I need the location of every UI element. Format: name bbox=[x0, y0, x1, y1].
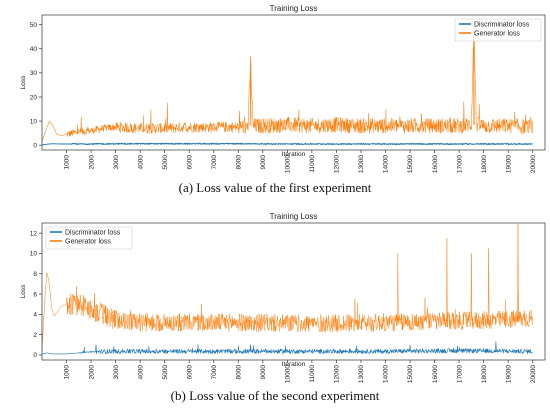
series-line-discriminator bbox=[42, 142, 533, 146]
x-tick-label: 17000 bbox=[456, 365, 463, 383]
legend-label: Generator loss bbox=[65, 239, 111, 246]
chart-a-caption: (a) Loss value of the first experiment bbox=[178, 180, 372, 195]
x-tick-label: 14000 bbox=[383, 365, 390, 383]
x-tick-label: 2000 bbox=[88, 155, 95, 170]
chart-title: Training Loss bbox=[270, 4, 318, 13]
x-tick-label: 10000 bbox=[285, 155, 292, 173]
x-tick-label: 1000 bbox=[64, 155, 71, 170]
y-tick-label: 10 bbox=[30, 118, 38, 125]
chart-panel-b: Training Loss 0 2 4 6 8 10 12 1000 2000 3000 4000 50… bbox=[0, 205, 550, 410]
x-tick-label: 11000 bbox=[309, 365, 316, 383]
x-tick-label: 13000 bbox=[358, 155, 365, 173]
x-tick-label: 19000 bbox=[505, 365, 512, 383]
x-tick-label: 5000 bbox=[162, 365, 169, 380]
x-tick-label: 4000 bbox=[137, 365, 144, 380]
plot-frame bbox=[41, 14, 546, 151]
x-tick-label: 5000 bbox=[162, 155, 169, 170]
legend-label: Generator loss bbox=[474, 31, 520, 38]
x-tick-label: 6000 bbox=[186, 365, 193, 380]
x-axis-label: Iteration bbox=[282, 361, 306, 368]
x-tick-label: 18000 bbox=[481, 365, 488, 383]
y-tick-label: 0 bbox=[33, 142, 37, 149]
x-tick-label: 1000 bbox=[64, 365, 71, 380]
x-tick-label: 8000 bbox=[235, 155, 242, 170]
x-tick-label: 14000 bbox=[383, 155, 390, 173]
x-tick-label: 17000 bbox=[456, 155, 463, 173]
x-tick-label: 13000 bbox=[358, 365, 365, 383]
y-tick-label: 12 bbox=[30, 230, 38, 237]
legend-label: Discriminator loss bbox=[474, 22, 530, 29]
x-axis-label: Iteration bbox=[282, 151, 306, 158]
y-axis-label: Loss bbox=[20, 284, 27, 298]
x-tick-label: 8000 bbox=[235, 365, 242, 380]
legend-label: Discriminator loss bbox=[65, 230, 121, 237]
x-tick-label: 12000 bbox=[334, 365, 341, 383]
y-tick-label: 4 bbox=[33, 312, 37, 319]
x-tick-label: 9000 bbox=[260, 155, 267, 170]
x-tick-label: 15000 bbox=[407, 365, 414, 383]
y-tick-label: 0 bbox=[33, 352, 37, 359]
y-tick-label: 20 bbox=[30, 94, 38, 101]
series-line-discriminator bbox=[42, 341, 533, 355]
chart-title: Training Loss bbox=[270, 212, 318, 221]
y-axis-label: Loss bbox=[20, 75, 27, 89]
x-tick-label: 6000 bbox=[186, 155, 193, 170]
x-tick-label: 15000 bbox=[407, 155, 414, 173]
x-tick-label: 16000 bbox=[432, 365, 439, 383]
y-tick-label: 30 bbox=[30, 70, 38, 77]
x-tick-label: 16000 bbox=[432, 155, 439, 173]
x-tick-label: 20000 bbox=[530, 155, 537, 173]
x-tick-label: 20000 bbox=[530, 365, 537, 383]
x-tick-label: 7000 bbox=[211, 155, 218, 170]
x-tick-label: 3000 bbox=[113, 365, 120, 380]
y-tick-label: 2 bbox=[33, 332, 37, 339]
legend: Discriminator loss Generator loss bbox=[45, 226, 133, 250]
x-tick-label: 4000 bbox=[137, 155, 144, 170]
chart-b-svg: Training Loss 0 2 4 6 8 10 12 1000 2000 3000 4000 50… bbox=[20, 212, 546, 383]
x-tick-label: 9000 bbox=[260, 365, 267, 380]
x-tick-label: 2000 bbox=[88, 365, 95, 380]
y-tick-label: 6 bbox=[33, 291, 37, 298]
legend-box bbox=[45, 226, 133, 250]
y-tick-label: 8 bbox=[33, 271, 37, 278]
x-tick-label: 19000 bbox=[505, 155, 512, 173]
plot-frame bbox=[41, 222, 546, 361]
y-tick-label: 10 bbox=[30, 251, 38, 258]
legend: Discriminator loss Generator loss bbox=[454, 18, 542, 42]
series-line-generator bbox=[42, 223, 533, 352]
y-tick-label: 40 bbox=[30, 46, 38, 53]
y-tick-label: 50 bbox=[30, 22, 38, 29]
x-tick-label: 18000 bbox=[481, 155, 488, 173]
chart-a-svg: Training Loss 0 10 20 30 40 50 1000 2000 3000 4000… bbox=[20, 4, 546, 173]
legend-box bbox=[454, 18, 542, 42]
x-tick-label: 11000 bbox=[309, 155, 316, 173]
x-tick-label: 10000 bbox=[285, 365, 292, 383]
chart-b-caption: (b) Loss value of the second experiment bbox=[170, 388, 380, 403]
chart-panel-a: Training Loss 0 10 20 30 40 50 1000 2000 3000 4000… bbox=[20, 4, 546, 195]
x-tick-label: 3000 bbox=[113, 155, 120, 170]
x-tick-label: 7000 bbox=[211, 365, 218, 380]
x-tick-label: 12000 bbox=[334, 155, 341, 173]
